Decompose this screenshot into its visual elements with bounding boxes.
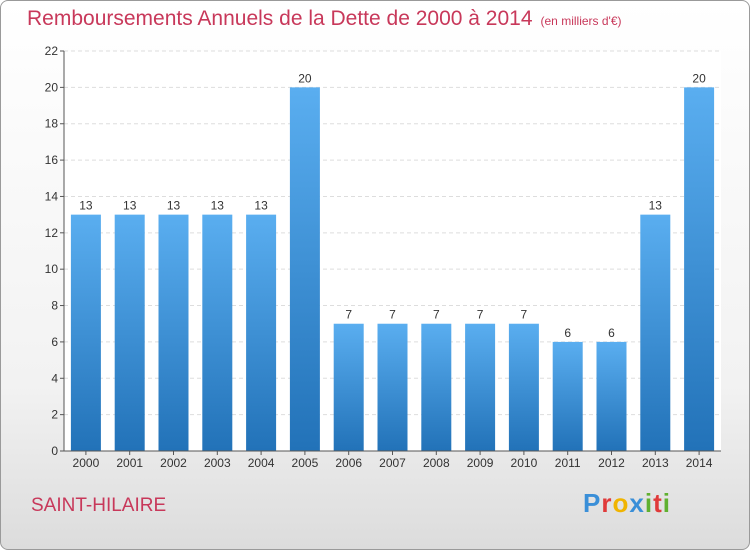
y-tick-label: 20 — [45, 80, 59, 94]
data-label: 7 — [477, 308, 484, 322]
x-tick-label: 2006 — [335, 456, 362, 470]
bar — [333, 323, 364, 451]
y-tick-label: 8 — [51, 299, 58, 313]
data-label: 13 — [649, 199, 663, 213]
proxiti-logo: Proxiti — [583, 488, 671, 519]
data-label: 7 — [521, 308, 528, 322]
bar — [640, 214, 671, 451]
axes: 0 2 4 6 8 10 12 14 16 18 20 22 2000 2001 2002 2003 2004 2… — [45, 44, 721, 470]
x-tick-label: 2013 — [642, 456, 669, 470]
logo-letter: P — [583, 488, 602, 518]
bar — [508, 323, 539, 451]
logo-letter: i — [662, 488, 671, 518]
x-tick-label: 2008 — [423, 456, 450, 470]
logo-letter: r — [601, 488, 613, 518]
y-tick-label: 18 — [45, 117, 59, 131]
data-label: 7 — [433, 308, 440, 322]
logo-letter: t — [653, 488, 663, 518]
bar — [114, 214, 145, 451]
x-tick-label: 2004 — [248, 456, 275, 470]
y-tick-label: 12 — [45, 226, 59, 240]
x-tick-label: 2011 — [555, 456, 581, 470]
x-tick-label: 2014 — [686, 456, 713, 470]
bar — [596, 341, 627, 451]
bar — [246, 214, 277, 451]
x-tick-label: 2005 — [292, 456, 319, 470]
x-tick-label: 2002 — [160, 456, 187, 470]
y-tick-label: 4 — [51, 371, 58, 385]
data-label: 13 — [123, 199, 137, 213]
y-tick-label: 0 — [51, 444, 58, 458]
bars: 13 13 13 13 13 20 7 7 7 7 7 6 6 13 20 — [70, 71, 715, 451]
logo-letter: i — [644, 488, 654, 518]
data-label: 6 — [564, 326, 571, 340]
data-label: 20 — [298, 71, 312, 85]
y-tick-label: 14 — [45, 189, 59, 203]
x-tick-label: 2007 — [379, 456, 406, 470]
data-label: 13 — [79, 199, 93, 213]
bar — [421, 323, 452, 451]
data-label: 7 — [389, 308, 396, 322]
y-tick-label: 10 — [45, 262, 59, 276]
x-tick-label: 2010 — [511, 456, 538, 470]
logo-letter: x — [629, 488, 645, 518]
chart-subtitle: (en milliers d'€) — [540, 14, 622, 28]
data-label: 7 — [345, 308, 352, 322]
y-tick-label: 22 — [45, 44, 59, 58]
logo-letter: o — [612, 488, 630, 518]
city-name: SAINT-HILAIRE — [31, 495, 167, 516]
bar — [202, 214, 233, 451]
data-label: 20 — [692, 71, 706, 85]
bar — [684, 87, 715, 451]
x-tick-label: 2009 — [467, 456, 494, 470]
y-tick-label: 6 — [51, 335, 58, 349]
x-tick-label: 2012 — [598, 456, 625, 470]
y-tick-label: 16 — [45, 153, 59, 167]
x-tick-label: 2001 — [116, 456, 143, 470]
y-tick-label: 2 — [51, 408, 58, 422]
bar — [552, 341, 583, 451]
bar — [377, 323, 408, 451]
data-label: 13 — [167, 199, 181, 213]
data-label: 13 — [211, 199, 225, 213]
bar — [158, 214, 189, 451]
bar — [289, 87, 320, 451]
x-tick-label: 2003 — [204, 456, 231, 470]
x-tick-label: 2000 — [73, 456, 100, 470]
bar — [465, 323, 496, 451]
data-label: 6 — [608, 326, 615, 340]
data-label: 13 — [254, 199, 268, 213]
bar — [70, 214, 101, 451]
chart-title: Remboursements Annuels de la Dette de 20… — [27, 7, 622, 30]
